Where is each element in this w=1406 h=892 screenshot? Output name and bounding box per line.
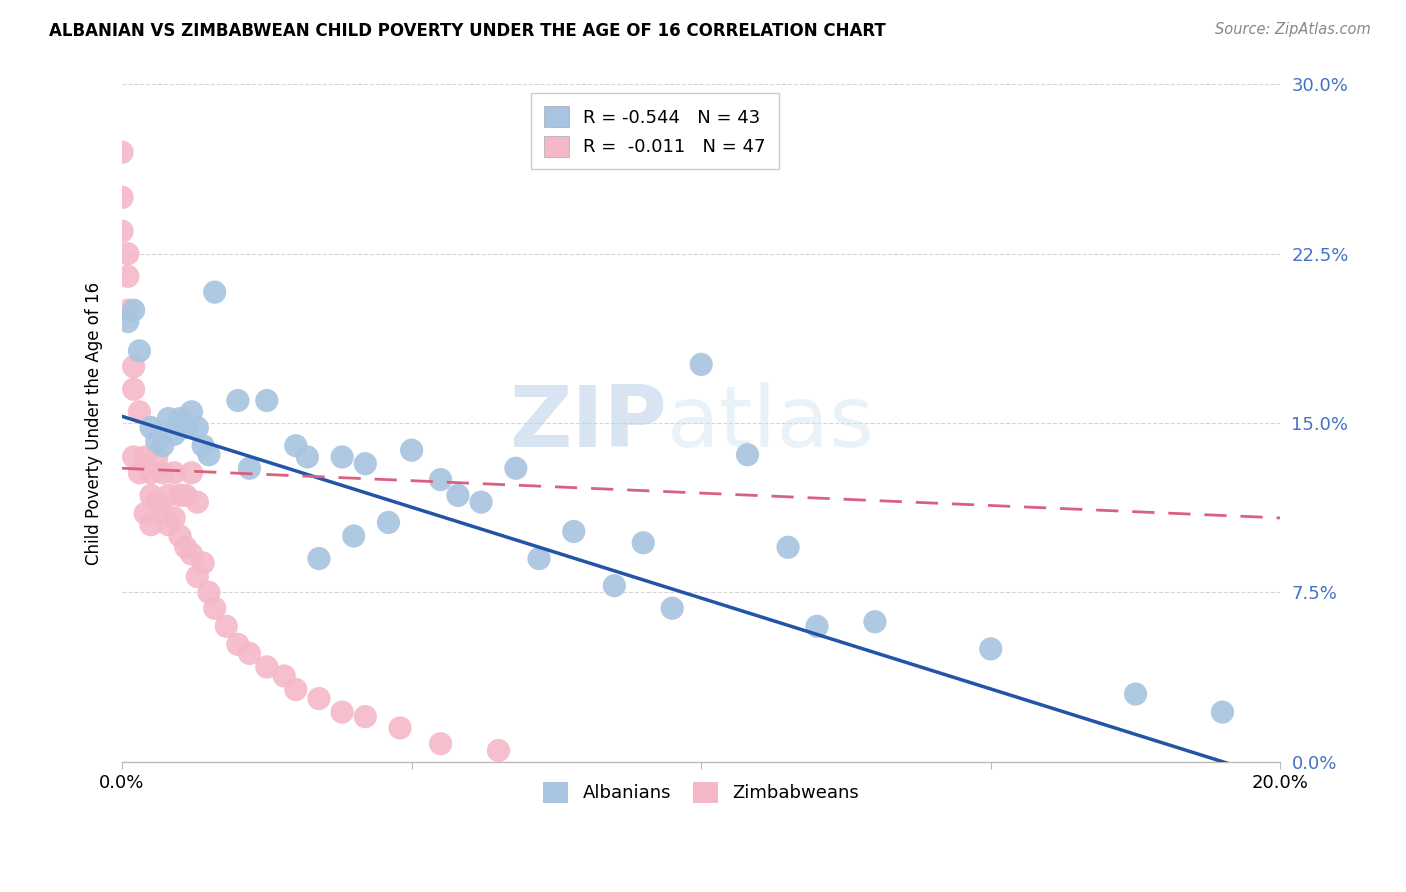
Point	[117, 303, 139, 318]
Point	[256, 393, 278, 408]
Point	[146, 495, 169, 509]
Point	[169, 529, 191, 543]
Point	[139, 420, 162, 434]
Text: atlas: atlas	[666, 382, 875, 465]
Point	[191, 556, 214, 570]
Text: ALBANIAN VS ZIMBABWEAN CHILD POVERTY UNDER THE AGE OF 16 CORRELATION CHART: ALBANIAN VS ZIMBABWEAN CHILD POVERTY UND…	[49, 22, 886, 40]
Legend: Albanians, Zimbabweans: Albanians, Zimbabweans	[533, 772, 870, 814]
Point	[186, 495, 208, 509]
Point	[806, 619, 828, 633]
Point	[330, 705, 353, 719]
Point	[661, 601, 683, 615]
Point	[174, 541, 197, 555]
Point	[377, 516, 399, 530]
Point	[157, 517, 180, 532]
Point	[633, 535, 655, 549]
Point	[128, 343, 150, 358]
Point	[505, 461, 527, 475]
Point	[152, 439, 174, 453]
Point	[180, 466, 202, 480]
Point	[308, 551, 330, 566]
Point	[163, 466, 186, 480]
Point	[128, 466, 150, 480]
Point	[447, 488, 470, 502]
Point	[186, 420, 208, 434]
Point	[562, 524, 585, 539]
Point	[198, 448, 221, 462]
Point	[204, 285, 226, 300]
Text: Source: ZipAtlas.com: Source: ZipAtlas.com	[1215, 22, 1371, 37]
Point	[198, 585, 221, 599]
Point	[1211, 705, 1233, 719]
Point	[690, 358, 713, 372]
Point	[111, 190, 134, 204]
Point	[146, 450, 169, 464]
Point	[778, 541, 800, 555]
Point	[122, 359, 145, 374]
Text: ZIP: ZIP	[509, 382, 666, 465]
Point	[204, 601, 226, 615]
Point	[174, 488, 197, 502]
Point	[139, 488, 162, 502]
Y-axis label: Child Poverty Under the Age of 16: Child Poverty Under the Age of 16	[86, 282, 103, 565]
Point	[389, 721, 412, 735]
Point	[1125, 687, 1147, 701]
Point	[163, 427, 186, 442]
Point	[191, 439, 214, 453]
Point	[111, 145, 134, 160]
Point	[152, 466, 174, 480]
Point	[152, 507, 174, 521]
Point	[256, 660, 278, 674]
Point	[169, 488, 191, 502]
Point	[238, 461, 260, 475]
Point	[163, 511, 186, 525]
Point	[180, 547, 202, 561]
Point	[284, 439, 307, 453]
Point	[139, 466, 162, 480]
Point	[284, 682, 307, 697]
Point	[169, 411, 191, 425]
Point	[157, 488, 180, 502]
Point	[215, 619, 238, 633]
Point	[117, 314, 139, 328]
Point	[111, 224, 134, 238]
Point	[226, 393, 249, 408]
Point	[134, 450, 156, 464]
Point	[737, 448, 759, 462]
Point	[401, 443, 423, 458]
Point	[429, 737, 451, 751]
Point	[297, 450, 319, 464]
Point	[273, 669, 295, 683]
Point	[527, 551, 550, 566]
Point	[863, 615, 886, 629]
Point	[238, 647, 260, 661]
Point	[134, 507, 156, 521]
Point	[157, 411, 180, 425]
Point	[308, 691, 330, 706]
Point	[128, 405, 150, 419]
Point	[122, 382, 145, 396]
Point	[122, 303, 145, 318]
Point	[139, 517, 162, 532]
Point	[470, 495, 492, 509]
Point	[186, 569, 208, 583]
Point	[343, 529, 366, 543]
Point	[354, 709, 377, 723]
Point	[117, 246, 139, 260]
Point	[980, 641, 1002, 656]
Point	[488, 743, 510, 757]
Point	[122, 450, 145, 464]
Point	[180, 405, 202, 419]
Point	[174, 420, 197, 434]
Point	[226, 637, 249, 651]
Point	[146, 434, 169, 449]
Point	[354, 457, 377, 471]
Point	[330, 450, 353, 464]
Point	[603, 579, 626, 593]
Point	[429, 473, 451, 487]
Point	[117, 269, 139, 284]
